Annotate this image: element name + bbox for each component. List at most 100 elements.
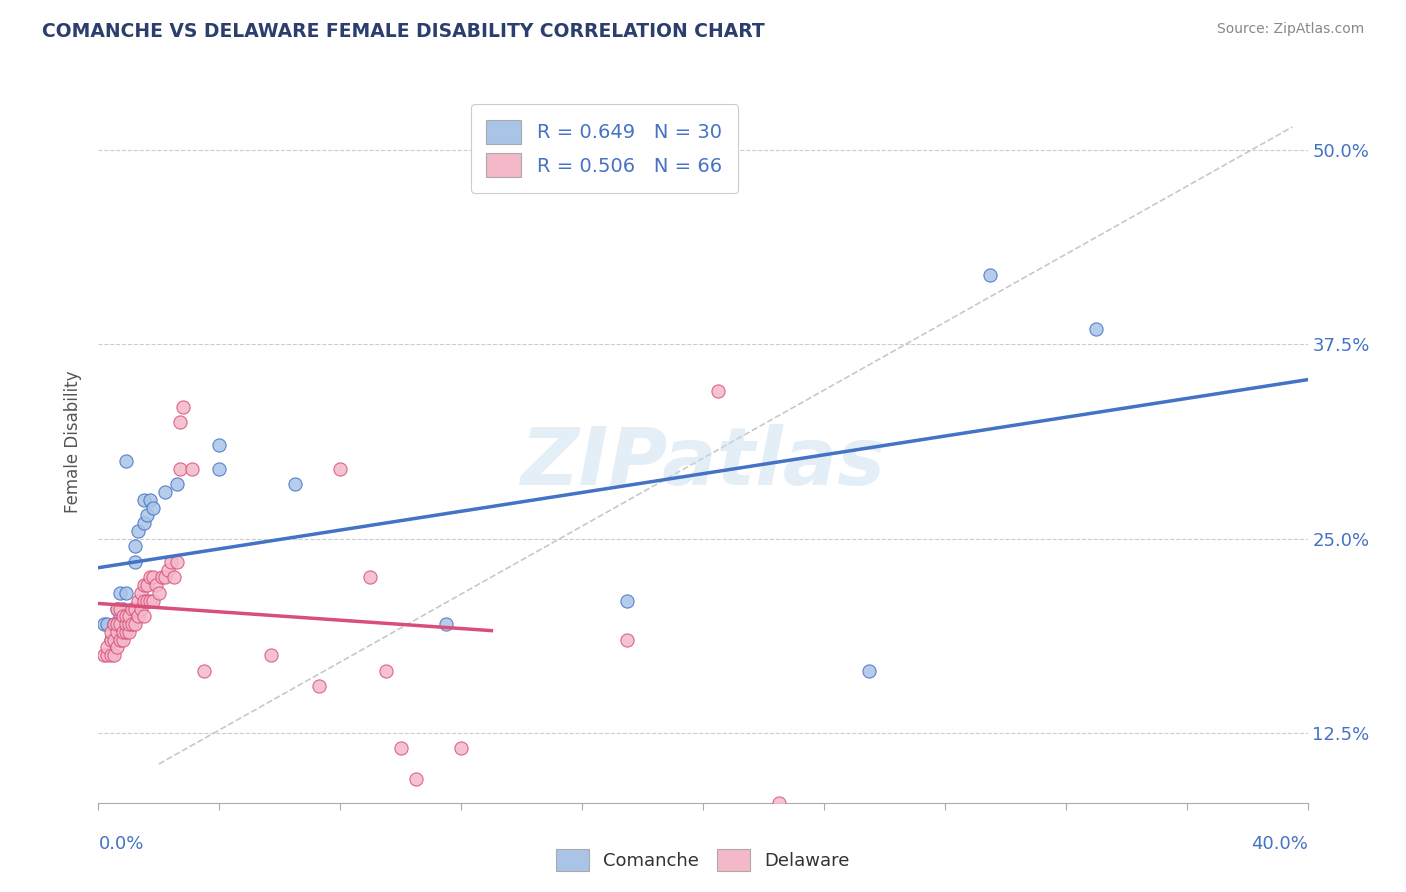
Point — [105, 624, 128, 639]
Point — [96, 617, 118, 632]
Point — [153, 485, 176, 500]
Point — [108, 586, 131, 600]
Point — [374, 664, 396, 678]
Point — [284, 477, 307, 491]
Point — [114, 617, 136, 632]
Point — [768, 796, 790, 810]
Point — [181, 461, 204, 475]
Text: 40.0%: 40.0% — [1251, 835, 1308, 854]
Point — [105, 617, 128, 632]
Point — [100, 624, 122, 639]
Point — [169, 461, 191, 475]
Point — [616, 594, 638, 608]
Legend: Comanche, Delaware: Comanche, Delaware — [550, 842, 856, 879]
Y-axis label: Female Disability: Female Disability — [65, 370, 83, 513]
Point — [142, 500, 165, 515]
Point — [153, 570, 176, 584]
Point — [389, 741, 412, 756]
Point — [308, 679, 330, 693]
Point — [132, 516, 155, 530]
Point — [135, 578, 157, 592]
Point — [139, 594, 162, 608]
Point — [707, 384, 730, 398]
Point — [135, 508, 157, 523]
Legend: R = 0.649   N = 30, R = 0.506   N = 66: R = 0.649 N = 30, R = 0.506 N = 66 — [471, 104, 738, 193]
Point — [142, 594, 165, 608]
Point — [103, 648, 125, 663]
Text: COMANCHE VS DELAWARE FEMALE DISABILITY CORRELATION CHART: COMANCHE VS DELAWARE FEMALE DISABILITY C… — [42, 22, 765, 41]
Point — [132, 578, 155, 592]
Point — [434, 617, 457, 632]
Point — [111, 601, 134, 615]
Point — [139, 492, 162, 507]
Point — [103, 617, 125, 632]
Point — [129, 586, 152, 600]
Point — [118, 609, 141, 624]
Point — [145, 578, 167, 592]
Point — [111, 632, 134, 647]
Point — [93, 617, 115, 632]
Point — [1085, 322, 1108, 336]
Point — [121, 617, 143, 632]
Point — [127, 594, 149, 608]
Point — [858, 664, 880, 678]
Point — [127, 609, 149, 624]
Point — [166, 477, 188, 491]
Point — [124, 555, 146, 569]
Point — [105, 601, 128, 615]
Point — [160, 555, 183, 569]
Point — [118, 624, 141, 639]
Point — [111, 617, 134, 632]
Point — [148, 586, 170, 600]
Point — [132, 492, 155, 507]
Point — [111, 609, 134, 624]
Point — [124, 540, 146, 554]
Point — [260, 648, 283, 663]
Point — [93, 648, 115, 663]
Text: Source: ZipAtlas.com: Source: ZipAtlas.com — [1216, 22, 1364, 37]
Point — [163, 570, 186, 584]
Point — [208, 438, 231, 452]
Point — [111, 624, 134, 639]
Point — [108, 609, 131, 624]
Point — [100, 632, 122, 647]
Point — [172, 400, 194, 414]
Point — [135, 594, 157, 608]
Text: 0.0%: 0.0% — [98, 835, 143, 854]
Point — [108, 601, 131, 615]
Point — [169, 415, 191, 429]
Point — [150, 570, 173, 584]
Point — [96, 640, 118, 655]
Point — [105, 617, 128, 632]
Point — [129, 601, 152, 615]
Point — [103, 617, 125, 632]
Point — [142, 570, 165, 584]
Point — [616, 632, 638, 647]
Text: ZIPatlas: ZIPatlas — [520, 425, 886, 502]
Point — [108, 617, 131, 632]
Point — [114, 586, 136, 600]
Point — [132, 594, 155, 608]
Point — [360, 570, 382, 584]
Point — [208, 461, 231, 475]
Point — [193, 664, 215, 678]
Point — [96, 648, 118, 663]
Point — [166, 555, 188, 569]
Point — [114, 624, 136, 639]
Point — [103, 632, 125, 647]
Point — [405, 772, 427, 787]
Point — [121, 601, 143, 615]
Point — [450, 741, 472, 756]
Point — [105, 640, 128, 655]
Point — [100, 632, 122, 647]
Point — [118, 617, 141, 632]
Point — [132, 609, 155, 624]
Point — [114, 609, 136, 624]
Point — [127, 524, 149, 538]
Point — [108, 632, 131, 647]
Point — [100, 648, 122, 663]
Point — [329, 461, 352, 475]
Point — [124, 617, 146, 632]
Point — [105, 601, 128, 615]
Point — [114, 454, 136, 468]
